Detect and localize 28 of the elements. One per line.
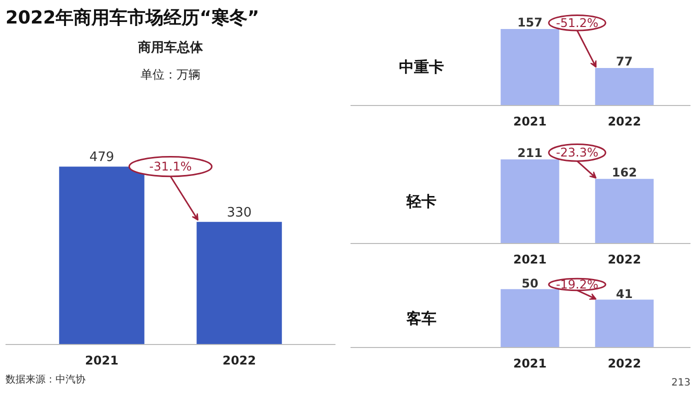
- text: 轻卡: [405, 192, 436, 210]
- text: 客车: [405, 309, 436, 328]
- x-tick-label: 2022: [608, 114, 642, 128]
- x-tick-label: 2022: [222, 354, 256, 368]
- data-label: 50: [522, 276, 538, 290]
- chart-subtitle: 商用车总体: [137, 40, 204, 56]
- text: 213: [671, 378, 691, 388]
- text: 单位：万辆: [140, 68, 200, 82]
- text: 中重卡: [398, 58, 444, 76]
- x-tick-label: 2021: [513, 356, 547, 370]
- annotation: -51.2%: [556, 16, 598, 30]
- x-tick-label: 2021: [513, 252, 547, 266]
- data-label: 77: [616, 54, 633, 69]
- data-label: 41: [616, 286, 633, 301]
- data-label: 211: [517, 146, 542, 160]
- data-label: 162: [612, 165, 637, 180]
- source-note: 数据来源：中汽协: [6, 374, 86, 386]
- annotation: -23.3%: [556, 146, 598, 160]
- x-tick-label: 2022: [608, 252, 642, 266]
- data-label: 479: [89, 150, 114, 166]
- x-tick-label: 2021: [513, 114, 547, 128]
- x-tick-label: 2021: [85, 354, 118, 368]
- annotation: -19.2%: [556, 278, 598, 292]
- chart-title: 2022年商用车市场经历“寒冬”: [6, 8, 260, 28]
- annotation: -31.1%: [149, 160, 192, 174]
- x-tick-label: 2022: [608, 356, 642, 370]
- data-label: 330: [226, 206, 252, 221]
- data-label: 157: [517, 16, 542, 30]
